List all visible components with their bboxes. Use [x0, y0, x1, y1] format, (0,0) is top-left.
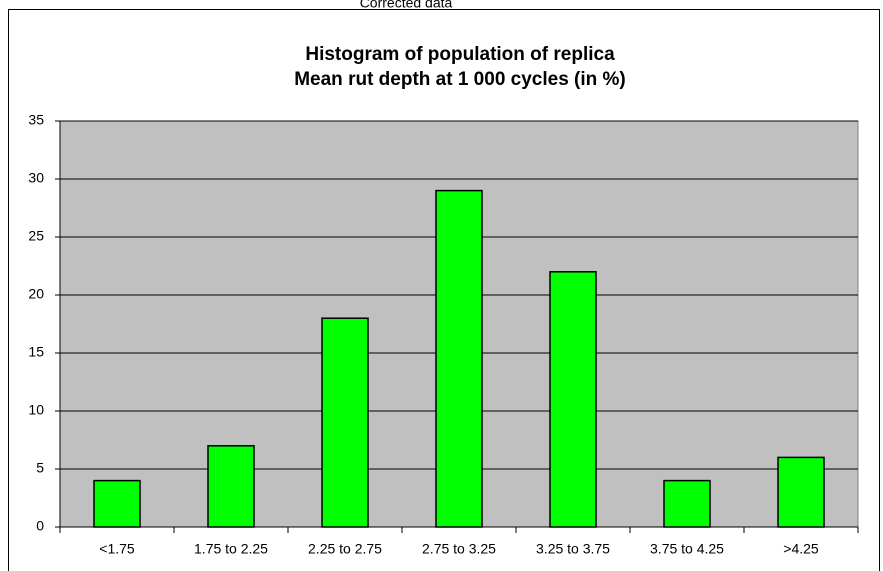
y-tick-label: 30: [28, 170, 44, 186]
y-tick-label: 5: [36, 460, 44, 476]
x-tick-label: 2.25 to 2.75: [308, 541, 382, 557]
y-tick-label: 35: [28, 112, 44, 128]
y-tick-label: 15: [28, 344, 44, 360]
y-tick-label: 0: [36, 518, 44, 534]
bar: [321, 317, 369, 528]
x-tick-label: 2.75 to 3.25: [422, 541, 496, 557]
x-tick-label: >4.25: [783, 541, 819, 557]
bar: [93, 479, 141, 528]
chart-title: Histogram of population of replica: [305, 44, 615, 65]
bar: [777, 456, 825, 528]
x-tick-label: 1.75 to 2.25: [194, 541, 268, 557]
x-tick-label: 3.75 to 4.25: [650, 541, 724, 557]
x-tick-label: <1.75: [99, 541, 135, 557]
caption: Corrected data: [360, 0, 453, 11]
bar: [549, 271, 597, 528]
x-tick-label: 3.25 to 3.75: [536, 541, 610, 557]
chart-title: Mean rut depth at 1 000 cycles (in %): [294, 69, 626, 90]
bar: [207, 445, 255, 528]
bar: [663, 479, 711, 528]
y-tick-label: 20: [28, 286, 44, 302]
y-tick-label: 25: [28, 228, 44, 244]
y-tick-label: 10: [28, 402, 44, 418]
bar: [435, 189, 483, 528]
